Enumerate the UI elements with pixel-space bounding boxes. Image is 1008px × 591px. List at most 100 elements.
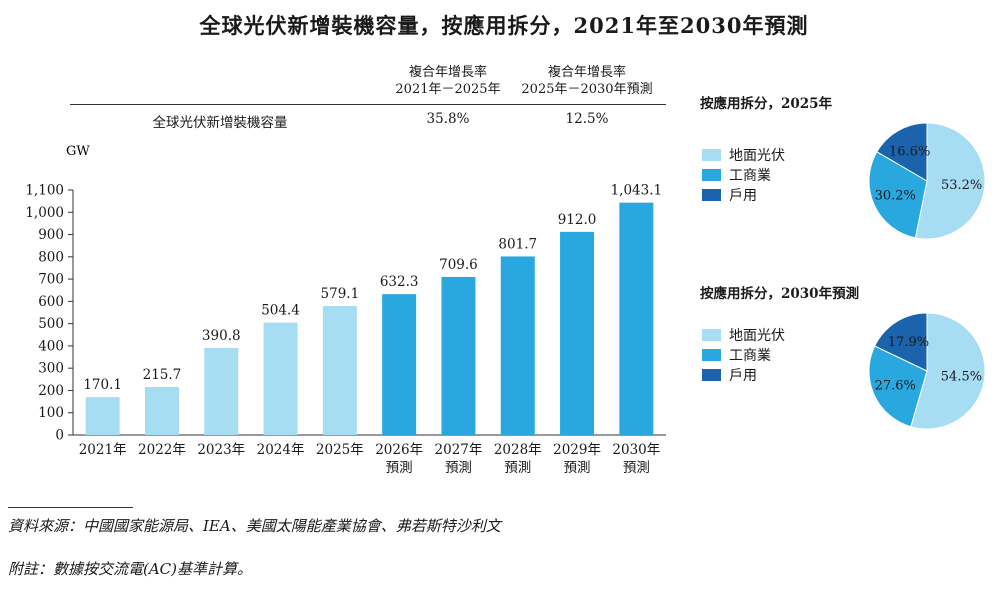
pie-slice-label: 54.5% <box>941 369 982 384</box>
bar <box>322 306 357 435</box>
legend-item-ground: 地面光伏 <box>702 325 785 345</box>
x-tick-label: 2024年 <box>257 442 305 458</box>
y-tick-label: 800 <box>38 249 64 265</box>
legend-swatch-ground <box>702 149 721 161</box>
y-tick-label: 900 <box>38 227 64 243</box>
y-tick-label: 1,000 <box>25 205 64 221</box>
cagr-header-1-line1: 複合年增長率 <box>408 65 487 80</box>
bar-value-label: 632.3 <box>380 274 419 290</box>
x-tick-label: 2025年 <box>316 442 364 458</box>
bar <box>144 386 179 435</box>
pie-slice-label: 27.6% <box>875 379 916 394</box>
legend-item-residential: 戶用 <box>702 185 785 205</box>
x-tick-label-forecast: 預測 <box>504 460 531 476</box>
x-tick-label-forecast: 預測 <box>623 460 650 476</box>
x-tick-label: 2028年 <box>494 442 542 458</box>
y-tick-label: 200 <box>38 383 64 399</box>
pie-2025: 53.2% 30.2% 16.6% <box>868 122 986 240</box>
pie-slice-label: 53.2% <box>941 178 982 193</box>
legend-label-ground: 地面光伏 <box>729 148 785 164</box>
y-tick-label: 300 <box>38 361 64 377</box>
y-tick-label: 400 <box>38 338 64 354</box>
cagr-value-2025-2030: 12.5% <box>565 111 609 127</box>
bar-value-label: 1,043.1 <box>611 183 663 199</box>
pie-slice <box>914 122 986 240</box>
legend-swatch-residential <box>702 369 721 381</box>
pie-slice-label: 30.2% <box>875 189 916 204</box>
bar <box>560 231 595 435</box>
x-tick-label: 2030年 <box>612 442 660 458</box>
legend-item-residential: 戶用 <box>702 365 785 385</box>
bar <box>204 347 239 435</box>
bar <box>382 294 417 435</box>
pie-slice <box>868 345 928 428</box>
pie-slice <box>868 151 928 239</box>
x-tick-label-forecast: 預測 <box>564 460 591 476</box>
footnote-rule <box>8 507 133 508</box>
chart-title: 全球光伏新增裝機容量，按應用拆分，2021年至2030年預測 <box>199 13 809 38</box>
bar <box>441 276 476 435</box>
bar-value-label: 912.0 <box>558 212 597 228</box>
cagr-header-1-line2: 2021年－2025年 <box>395 82 501 97</box>
y-tick-label: 700 <box>38 272 64 288</box>
pie-slice <box>874 312 928 372</box>
legend-item-commercial: 工商業 <box>702 345 785 365</box>
x-tick-label: 2029年 <box>553 442 601 458</box>
bar-value-label: 709.6 <box>439 257 478 273</box>
pie-slice-label: 16.6% <box>889 144 930 159</box>
legend-label-commercial: 工商業 <box>729 168 771 184</box>
legend-swatch-commercial <box>702 349 721 361</box>
cagr-header-2-line1: 複合年增長率 <box>547 65 626 80</box>
bar-value-label: 170.1 <box>83 377 122 393</box>
x-tick-label: 2023年 <box>197 442 245 458</box>
bars: 170.1 215.7 390.8 504.4 579.1 632.3 709.6 801.7… <box>83 183 662 435</box>
legend-swatch-commercial <box>702 169 721 181</box>
bar-value-label: 579.1 <box>321 286 360 302</box>
legend-label-residential: 戶用 <box>729 368 757 384</box>
legend-swatch-ground <box>702 329 721 341</box>
legend-label-ground: 地面光伏 <box>729 328 785 344</box>
y-axis: 0 100 200 300 400 500 600 700 800 900 1,000 1,100 <box>25 183 666 444</box>
bar-value-label: 215.7 <box>143 367 182 383</box>
bar <box>263 322 298 435</box>
source-note: 資料來源：中國國家能源局、IEA、美國太陽能產業協會、弗若斯特沙利文 <box>8 517 501 535</box>
y-tick-label: 600 <box>38 294 64 310</box>
remark-note: 附註：數據按交流電(AC)基準計算。 <box>8 560 253 578</box>
bar <box>85 397 120 435</box>
cagr-header-2-line2: 2025年－2030年預測 <box>521 82 653 97</box>
x-tick-label-forecast: 預測 <box>445 460 472 476</box>
x-tick-label-forecast: 預測 <box>386 460 413 476</box>
pie-slice <box>910 312 986 430</box>
bar <box>500 256 535 435</box>
x-tick-label: 2026年 <box>375 442 423 458</box>
cagr-value-2021-2025: 35.8% <box>426 111 470 127</box>
pie-2025-title: 按應用拆分，2025年 <box>700 96 833 112</box>
cagr-row-label: 全球光伏新增裝機容量 <box>152 115 288 131</box>
cagr-header-1: 複合年增長率 2021年－2025年 <box>378 64 518 98</box>
y-tick-label: 500 <box>38 316 64 332</box>
pie-slice-label: 17.9% <box>888 335 929 350</box>
cagr-header-2: 複合年增長率 2025年－2030年預測 <box>512 64 662 98</box>
bar-value-label: 390.8 <box>202 328 241 344</box>
bar-chart: GW 0 100 200 300 400 500 600 700 800 900 1,000 1,10… <box>25 144 666 476</box>
y-tick-label: 100 <box>38 405 64 421</box>
cagr-table-rule <box>70 104 666 105</box>
pie-slice <box>876 122 928 182</box>
x-tick-label: 2022年 <box>138 442 186 458</box>
y-axis-label: GW <box>66 144 90 159</box>
x-tick-label: 2027年 <box>435 442 483 458</box>
legend-item-ground: 地面光伏 <box>702 145 785 165</box>
x-tick-label: 2021年 <box>79 442 127 458</box>
pie-2030-title: 按應用拆分，2030年預測 <box>700 286 860 302</box>
legend-label-residential: 戶用 <box>729 188 757 204</box>
bar <box>619 202 654 435</box>
pie-2030-legend: 地面光伏 工商業 戶用 <box>702 325 785 385</box>
pie-2025-legend: 地面光伏 工商業 戶用 <box>702 145 785 205</box>
y-tick-label: 1,100 <box>25 183 64 199</box>
bar-value-label: 504.4 <box>261 303 300 319</box>
legend-label-commercial: 工商業 <box>729 348 771 364</box>
legend-swatch-residential <box>702 189 721 201</box>
pie-2030: 54.5% 27.6% 17.9% <box>868 312 986 430</box>
y-tick-label: 0 <box>55 428 64 444</box>
